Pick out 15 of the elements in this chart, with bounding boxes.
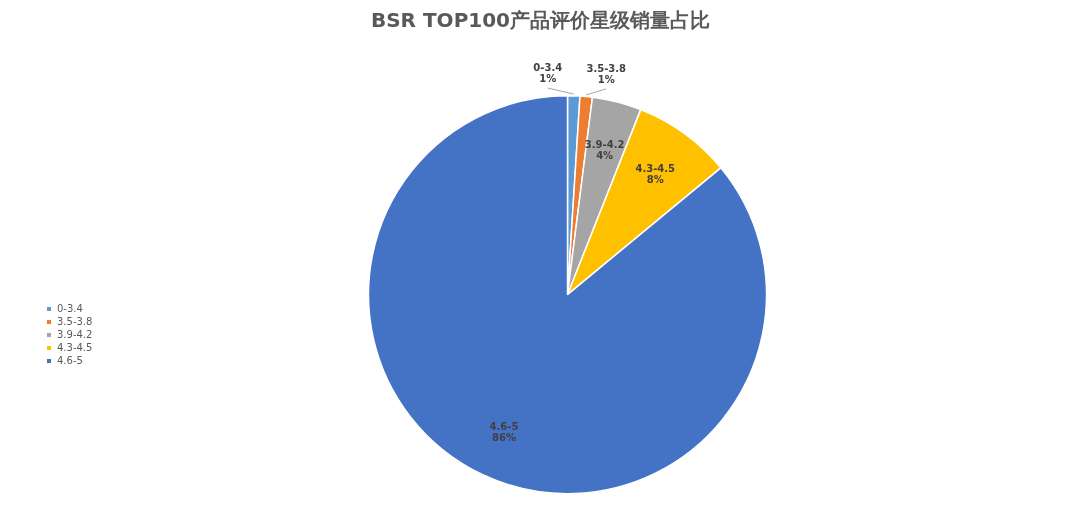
data-label: 1%: [597, 73, 615, 85]
data-label: 4%: [596, 149, 614, 161]
legend-label: 0-3.4: [57, 303, 83, 314]
data-label: 8%: [646, 173, 664, 185]
chart-title: BSR TOP100产品评价星级销量占比: [370, 7, 711, 32]
data-label: 86%: [491, 431, 516, 443]
legend-label: 4.3-4.5: [57, 342, 93, 353]
slice-label: 3.5-3.8: [586, 62, 627, 74]
legend-label: 4.6-5: [57, 355, 83, 366]
slice-label: 4.3-4.5: [635, 162, 676, 174]
data-label: 1%: [539, 72, 557, 84]
slice-label: 0-3.4: [533, 61, 563, 73]
slice-label: 4.6-5: [489, 420, 519, 432]
legend-label: 3.9-4.2: [57, 329, 93, 340]
legend-label: 3.5-3.8: [57, 316, 93, 327]
